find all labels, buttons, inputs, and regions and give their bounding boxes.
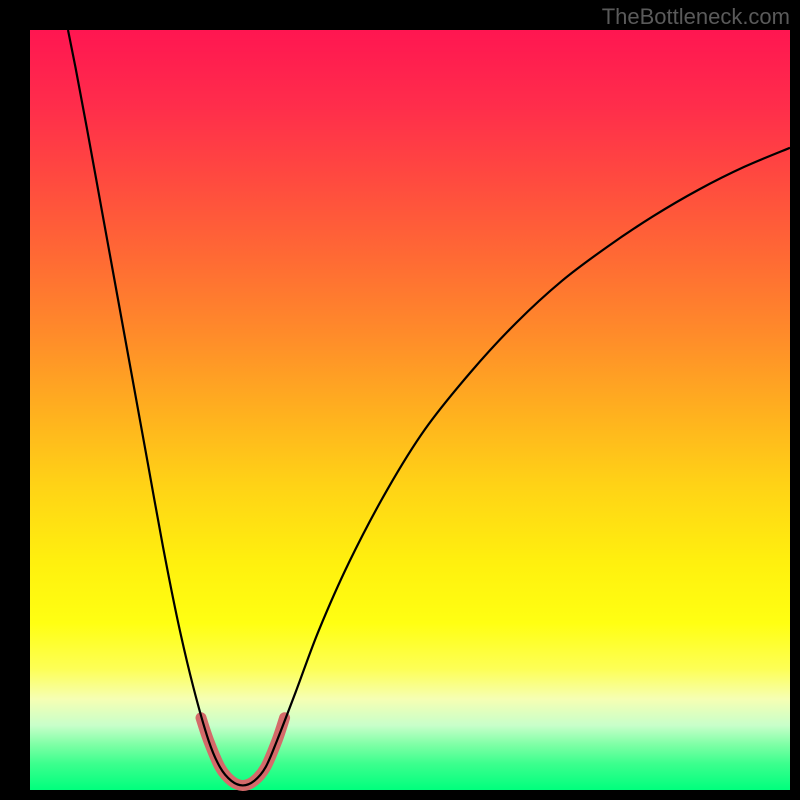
- bottleneck-curve-main: [68, 30, 790, 785]
- chart-frame: [30, 30, 790, 790]
- chart-svg-overlay: [30, 30, 790, 790]
- watermark-text: TheBottleneck.com: [602, 4, 790, 30]
